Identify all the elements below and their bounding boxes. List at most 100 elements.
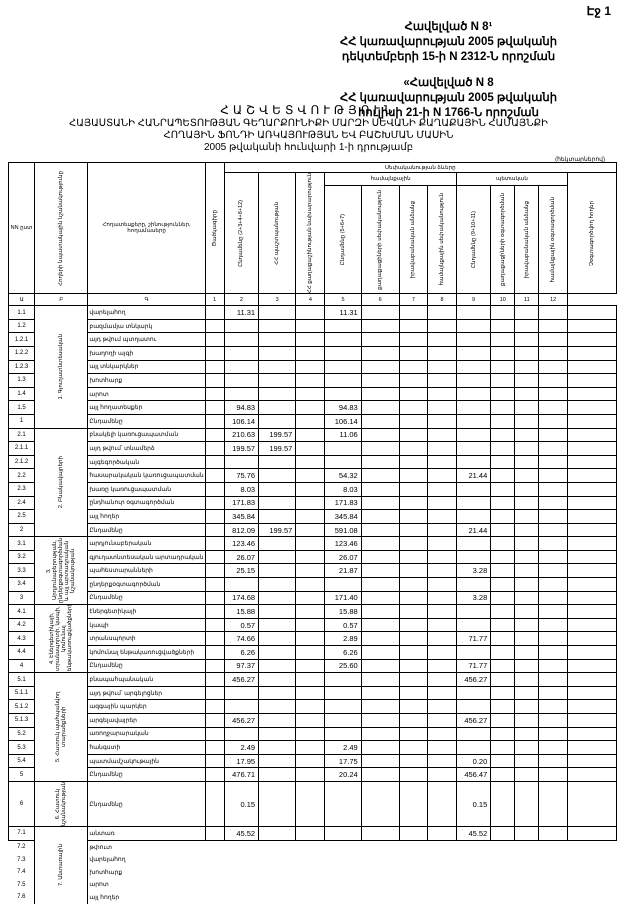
- value-v4: 2.89: [324, 631, 362, 647]
- value-v11: [538, 509, 569, 524]
- value-v1: 74.66: [223, 631, 260, 647]
- row-name: խոտհարք: [89, 869, 123, 876]
- value-v10: [514, 454, 540, 470]
- value-v5: [360, 549, 400, 565]
- value-v6: [398, 481, 429, 497]
- row-name: այլ տնկարկներ: [87, 359, 206, 375]
- value-v12: [567, 767, 617, 782]
- header-landtype: Հողատեսքերը, շինություններ, հողամասերը: [87, 161, 206, 295]
- value-v6: [398, 441, 429, 456]
- value-v9: [490, 468, 516, 483]
- value-v1: [224, 866, 258, 879]
- value-v10: [514, 400, 540, 415]
- value-v5: [360, 373, 400, 388]
- value-v5: [360, 509, 400, 524]
- value-v1: [223, 332, 260, 347]
- value-v7: [427, 536, 457, 551]
- value-v4: 21.87: [324, 563, 362, 579]
- value-v9: [490, 780, 516, 828]
- value-v7: [427, 359, 457, 375]
- table-row: 5.1.2 ազգային պարկեր: [7, 699, 617, 715]
- value-v3: [295, 400, 326, 415]
- value-v10: [514, 427, 540, 443]
- row-code-cell: [205, 891, 224, 904]
- value-v1: [223, 345, 260, 361]
- value-v2: 199.57: [258, 522, 297, 538]
- value-v8: [455, 481, 492, 497]
- value-v8: 21.44: [455, 522, 492, 538]
- value-v3: [295, 509, 326, 524]
- row-name: գյուղատնտեսական արտադրական: [87, 549, 206, 565]
- value-v2: 199.57: [258, 427, 297, 443]
- table-row: 1.2.2 խաղողի այգի: [7, 345, 617, 361]
- value-v1: 8.03: [223, 481, 260, 497]
- column-number: 8: [427, 293, 457, 307]
- value-v11: [538, 332, 569, 347]
- row-code: 1.2: [7, 318, 36, 334]
- value-v6: [398, 645, 429, 660]
- value-v3: [295, 563, 326, 579]
- value-v10: [514, 617, 540, 633]
- value-v11: [538, 373, 569, 388]
- value-v11: [538, 740, 569, 755]
- value-v8: [455, 726, 492, 742]
- value-v2: [258, 400, 297, 415]
- value-v9: [490, 826, 516, 841]
- value-v4: [325, 853, 361, 866]
- value-v10: [515, 891, 539, 904]
- value-v3: [296, 879, 325, 892]
- row-name: Ընդամենը: [87, 522, 206, 538]
- value-v6: [398, 522, 429, 538]
- row-code-cell: [204, 645, 225, 660]
- group-label-text: 1. Գյուղատնտեսական: [58, 334, 65, 400]
- value-v1: [223, 685, 260, 701]
- column-number: 2: [223, 293, 260, 307]
- value-v2: [258, 481, 297, 497]
- row-code: 1.2.1: [7, 332, 36, 347]
- value-v11: [539, 879, 568, 892]
- value-v8: [455, 685, 492, 701]
- value-v12: [567, 685, 617, 701]
- header-col11: համայնքային օգտագործման: [538, 184, 569, 295]
- row-name: կոմունալ ենթակառուցվածքների: [87, 645, 206, 660]
- row-code-cell: [204, 427, 225, 443]
- row-code-cell: [204, 549, 225, 565]
- column-number: Ա: [7, 293, 36, 307]
- row-code: 7.2: [17, 844, 26, 851]
- row-code: 2.2: [7, 468, 36, 483]
- value-v2: [258, 753, 297, 769]
- value-v5: [360, 386, 400, 402]
- value-v5: [360, 359, 400, 375]
- value-v1: [224, 891, 258, 904]
- value-v2: [259, 840, 296, 853]
- value-v10: [515, 866, 539, 879]
- table-row: 1 Ընդամենը 106.14 106.14: [7, 413, 617, 429]
- value-v1: [223, 373, 260, 388]
- value-v10: [514, 549, 540, 565]
- value-v1: [223, 386, 260, 402]
- value-v1: [223, 726, 260, 742]
- row-code-cell: [204, 509, 225, 524]
- row-name: էներգետիկայի: [87, 604, 206, 619]
- row-name: թփուտ: [89, 844, 112, 851]
- value-v11: [538, 780, 569, 828]
- value-v9: [490, 536, 516, 551]
- value-v1: [224, 853, 258, 866]
- value-v4: [324, 359, 362, 375]
- value-v6: [398, 617, 429, 633]
- row-code: 5.2: [7, 726, 36, 742]
- value-v11: [538, 536, 569, 551]
- value-v12: [567, 359, 617, 375]
- value-v5: [360, 345, 400, 361]
- group-label: 6. Հատուկ նշանակության: [34, 780, 89, 828]
- table-row: 5 Ընդամենը 476.71 20.24 456.47: [7, 767, 617, 782]
- value-v2: [258, 386, 297, 402]
- table-row: 1.2.3 այլ տնկարկներ: [7, 359, 617, 375]
- header-community: համայնքային: [324, 172, 457, 186]
- row-code: 2.1.2: [7, 454, 36, 470]
- value-v4: [324, 826, 362, 841]
- value-v10: [515, 879, 539, 892]
- value-v1: 174.68: [223, 590, 260, 606]
- value-v1: 6.26: [223, 645, 260, 660]
- value-v5: [360, 685, 400, 701]
